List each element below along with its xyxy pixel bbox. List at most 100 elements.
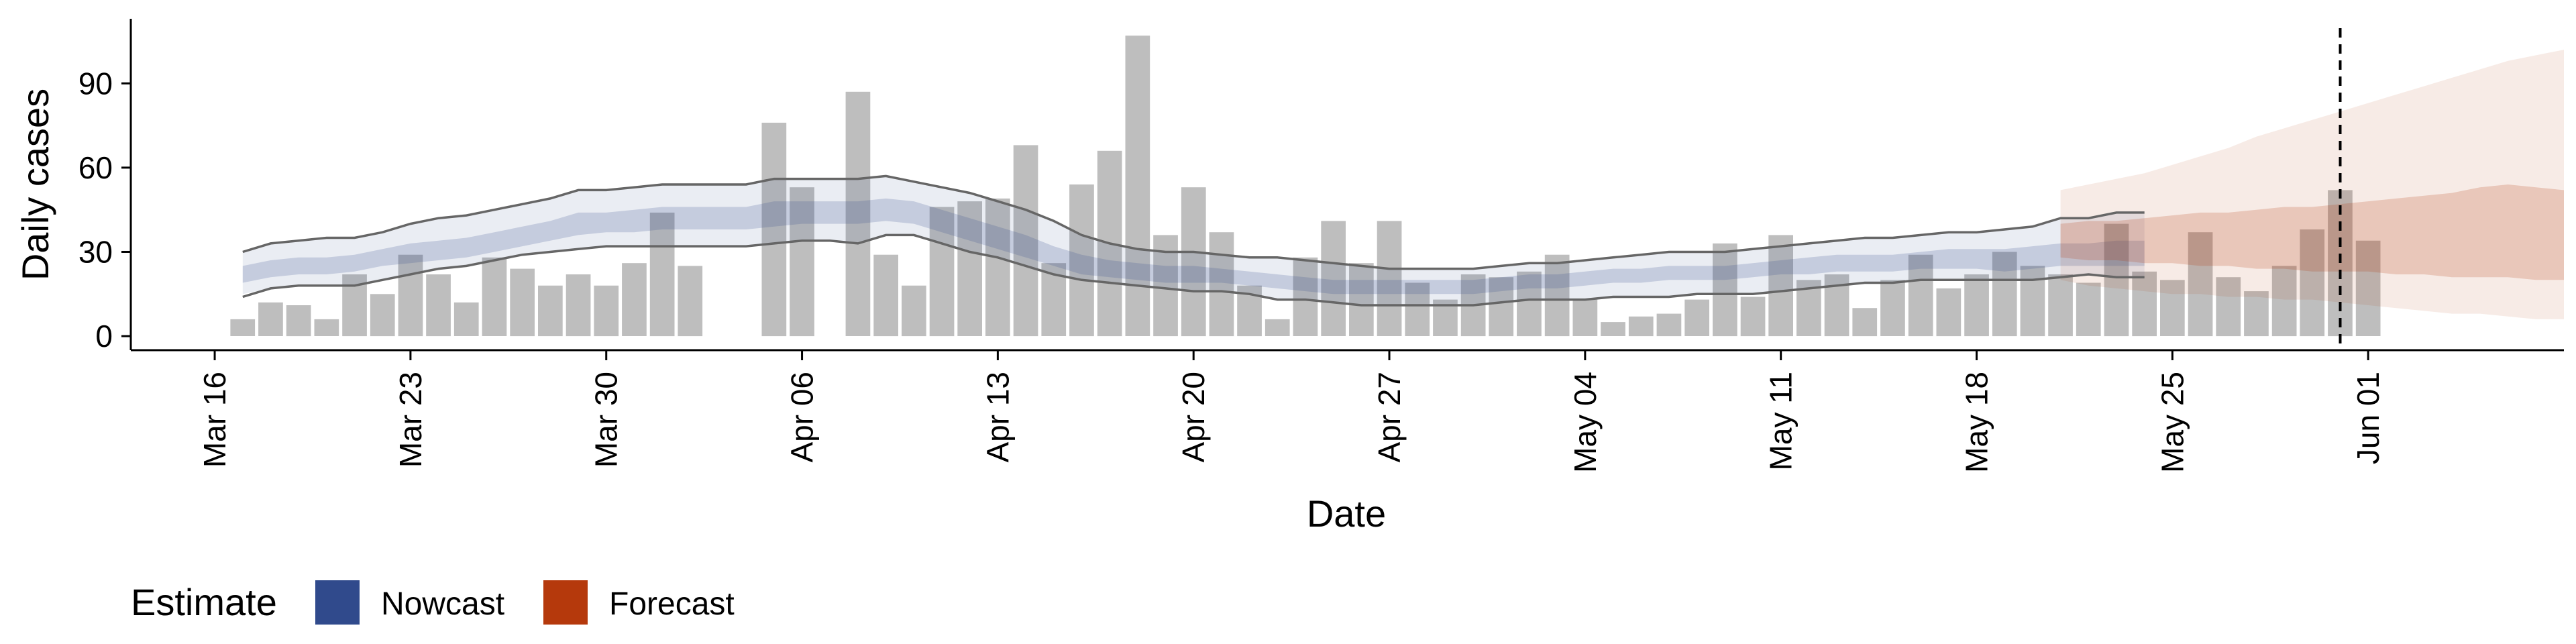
bar-daily-cases — [1964, 274, 1989, 337]
bar-daily-cases — [790, 187, 814, 337]
bar-daily-cases — [1684, 299, 1709, 336]
bars-layer — [230, 36, 2381, 337]
axes-layer — [129, 19, 2564, 352]
x-tick-label: May 18 — [1960, 372, 1994, 473]
reported-lines-layer — [242, 174, 2145, 307]
x-tick-label: Apr 13 — [980, 372, 1015, 463]
bar-daily-cases — [426, 274, 451, 337]
bar-daily-cases — [1209, 232, 1234, 337]
bar-daily-cases — [2020, 266, 2045, 337]
legend: Estimate Nowcast Forecast — [131, 580, 735, 625]
bar-daily-cases — [1601, 322, 1625, 336]
bar-daily-cases — [2104, 223, 2129, 337]
legend-title: Estimate — [131, 581, 277, 623]
bar-daily-cases — [929, 207, 955, 337]
bar-daily-cases — [1908, 254, 1933, 337]
bar-daily-cases — [678, 266, 703, 337]
bar-daily-cases — [566, 274, 591, 337]
bar-daily-cases — [453, 302, 479, 336]
bar-daily-cases — [873, 254, 898, 337]
x-tick-label: Apr 06 — [785, 372, 820, 463]
bar-daily-cases — [985, 198, 1010, 336]
nowcast-band-90 — [242, 176, 2145, 305]
reported-lower-line — [242, 233, 2145, 307]
bar-daily-cases — [1293, 257, 1318, 336]
y-axis-title: Daily cases — [14, 89, 56, 280]
bar-daily-cases — [1013, 145, 1038, 337]
bar-daily-cases — [1880, 280, 1905, 336]
bar-daily-cases — [286, 305, 311, 337]
bar-daily-cases — [1125, 36, 1150, 336]
bar-daily-cases — [2160, 280, 2185, 336]
bar-daily-cases — [1936, 288, 1962, 337]
reported-upper-line — [242, 174, 2145, 270]
bar-daily-cases — [2188, 232, 2213, 337]
x-tick-label: Mar 23 — [393, 372, 428, 468]
y-ticks: 0 30 60 90 — [78, 66, 131, 354]
bar-daily-cases — [1544, 254, 1570, 337]
bar-daily-cases — [1517, 271, 1542, 337]
legend-key-nowcast — [315, 580, 360, 625]
bar-daily-cases — [2300, 229, 2325, 337]
x-ticks: Mar 16 Mar 23 Mar 30 Apr 06 Apr 13 Apr 20 Apr … — [197, 350, 2385, 473]
bar-daily-cases — [2132, 271, 2157, 337]
bar-daily-cases — [649, 212, 675, 337]
bar-daily-cases — [1628, 316, 1654, 337]
bar-daily-cases — [2076, 282, 2101, 336]
x-tick-label: Mar 30 — [589, 372, 624, 468]
x-tick-label: Apr 20 — [1176, 372, 1211, 463]
bar-daily-cases — [1489, 277, 1514, 337]
bar-daily-cases — [1377, 221, 1402, 336]
x-tick-label: May 25 — [2155, 372, 2190, 473]
bar-daily-cases — [482, 257, 507, 336]
ribbons-layer — [242, 50, 2564, 319]
legend-label-nowcast: Nowcast — [381, 586, 504, 622]
bar-daily-cases — [258, 302, 283, 336]
legend-key-forecast — [543, 580, 588, 625]
x-axis-title: Date — [1307, 492, 1386, 535]
x-tick-label: May 11 — [1764, 372, 1799, 470]
bar-daily-cases — [2244, 291, 2269, 337]
bar-daily-cases — [902, 285, 926, 337]
bar-daily-cases — [1265, 319, 1290, 336]
bar-daily-cases — [1069, 184, 1094, 337]
bar-daily-cases — [1656, 313, 1682, 337]
bar-daily-cases — [314, 319, 339, 336]
bar-daily-cases — [1321, 221, 1346, 336]
y-tick-label: 30 — [78, 234, 113, 269]
bar-daily-cases — [845, 91, 871, 337]
bar-daily-cases — [370, 294, 395, 337]
bar-daily-cases — [957, 201, 982, 336]
forecast-band-50 — [2060, 184, 2564, 280]
bar-daily-cases — [1405, 282, 1430, 336]
bar-daily-cases — [398, 254, 423, 337]
bar-daily-cases — [510, 268, 535, 337]
bar-daily-cases — [2048, 274, 2073, 337]
bar-daily-cases — [1572, 299, 1598, 336]
bar-daily-cases — [1713, 243, 1737, 337]
legend-label-forecast: Forecast — [609, 586, 735, 622]
bar-daily-cases — [761, 122, 787, 337]
forecast-band-90 — [2060, 50, 2564, 319]
y-tick-label: 60 — [78, 150, 113, 185]
bar-daily-cases — [1740, 297, 1766, 337]
x-tick-label: May 04 — [1568, 372, 1603, 473]
bar-daily-cases — [230, 319, 256, 336]
bar-daily-cases — [1181, 187, 1206, 337]
x-tick-label: Apr 27 — [1372, 372, 1407, 463]
x-tick-label: Jun 01 — [2351, 372, 2385, 464]
bar-daily-cases — [1992, 252, 2017, 337]
bar-daily-cases — [2355, 240, 2381, 336]
bar-daily-cases — [1349, 263, 1374, 336]
y-tick-label: 90 — [78, 66, 113, 101]
nowcast-band-50 — [242, 198, 2145, 294]
y-tick-label: 0 — [95, 319, 113, 354]
bar-daily-cases — [1768, 235, 1793, 337]
bar-daily-cases — [2271, 266, 2297, 337]
bar-daily-cases — [622, 263, 647, 336]
bar-daily-cases — [2216, 277, 2241, 337]
bar-daily-cases — [594, 285, 619, 337]
x-tick-label: Mar 16 — [197, 372, 232, 468]
bar-daily-cases — [1852, 308, 1878, 337]
